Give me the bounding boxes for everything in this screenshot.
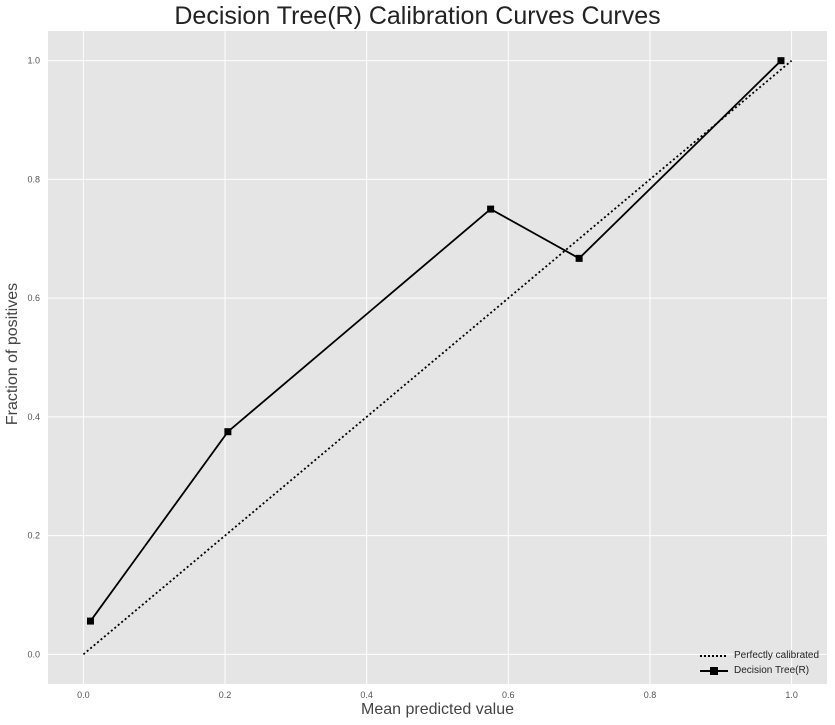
legend-label-perfectly-calibrated: Perfectly calibrated bbox=[734, 650, 820, 661]
square-marker-line-icon bbox=[700, 665, 728, 677]
x-axis-label: Mean predicted value bbox=[361, 701, 514, 718]
series-group bbox=[82, 57, 793, 656]
decision-tree-point bbox=[777, 57, 785, 65]
legend: Perfectly calibrated Decision Tree(R) bbox=[700, 648, 819, 678]
legend-item-perfectly-calibrated: Perfectly calibrated bbox=[700, 648, 819, 663]
y-tick-label: 1.0 bbox=[27, 56, 40, 66]
tick-labels: 0.0 0.2 0.4 0.6 0.8 1.0 0.0 0.2 0.4 0.6 0.8 1.0 bbox=[27, 56, 797, 700]
x-tick-label: 0.6 bbox=[502, 690, 515, 700]
y-axis-label: Fraction of positives bbox=[4, 282, 21, 426]
decision-tree-point bbox=[86, 617, 94, 625]
decision-tree-point bbox=[575, 254, 583, 262]
x-tick-label: 0.8 bbox=[644, 690, 657, 700]
decision-tree-point bbox=[224, 428, 232, 436]
dotted-line-icon bbox=[700, 650, 728, 662]
legend-item-decision-tree: Decision Tree(R) bbox=[700, 663, 819, 678]
decision-tree-point bbox=[487, 205, 495, 213]
y-tick-label: 0.8 bbox=[27, 174, 40, 184]
x-tick-label: 0.4 bbox=[360, 690, 373, 700]
y-tick-label: 0.0 bbox=[27, 649, 40, 659]
y-tick-label: 0.6 bbox=[27, 293, 40, 303]
grid-lines bbox=[48, 31, 827, 684]
x-tick-label: 0.0 bbox=[77, 690, 90, 700]
chart-title: Decision Tree(R) Calibration Curves Curv… bbox=[174, 2, 661, 30]
legend-label-decision-tree: Decision Tree(R) bbox=[734, 665, 810, 676]
y-tick-label: 0.2 bbox=[27, 531, 40, 541]
y-tick-label: 0.4 bbox=[27, 412, 40, 422]
x-tick-label: 0.2 bbox=[219, 690, 232, 700]
perfectly-calibrated-line bbox=[82, 59, 793, 656]
x-tick-label: 1.0 bbox=[785, 690, 798, 700]
